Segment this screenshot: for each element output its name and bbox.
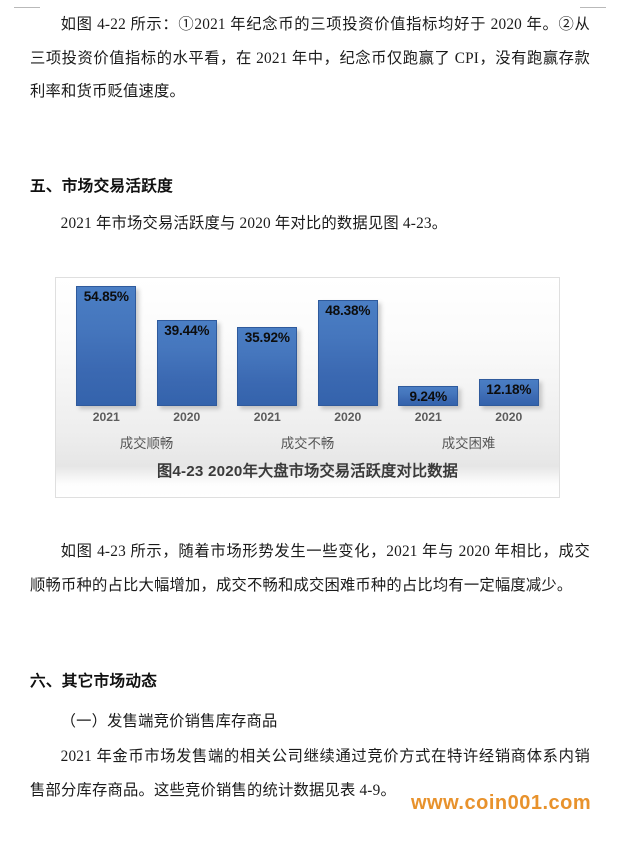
bar-2021-shunchang: 54.85% bbox=[76, 286, 137, 406]
bar-2021-kunnan: 9.24% bbox=[398, 386, 459, 406]
section5-lead-block: 2021 年市场交易活跃度与 2020 年对比的数据见图 4-23。 bbox=[30, 207, 590, 241]
margin-mark-top-left bbox=[14, 7, 40, 8]
axis-year-label: 2021 bbox=[253, 410, 281, 424]
bar-value-label: 39.44% bbox=[164, 323, 210, 338]
chart-bars: 54.85% 39.44% 35.92% bbox=[66, 284, 549, 406]
bar-value-label: 48.38% bbox=[325, 303, 371, 318]
bar-slot-3: 35.92% bbox=[230, 284, 304, 406]
section6-heading-block: 六、其它市场动态 bbox=[30, 665, 590, 699]
chart-plot-area: 54.85% 39.44% 35.92% bbox=[56, 278, 559, 406]
bar-slot-4: 48.38% bbox=[311, 284, 385, 406]
axis-group-label: 成交困难 bbox=[441, 436, 496, 451]
axis-year-label: 2021 bbox=[92, 410, 120, 424]
section6-lead-paragraph: 2021 年金币市场发售端的相关公司继续通过竞价方式在特许经销商体系内销售部分库… bbox=[30, 748, 590, 799]
figure-4-23: 54.85% 39.44% 35.92% bbox=[55, 277, 560, 498]
heading-subsection-1: （一）发售端竞价销售库存商品 bbox=[60, 713, 278, 730]
after-chart-paragraph: 如图 4-23 所示，随着市场形势发生一些变化，2021 年与 2020 年相比… bbox=[30, 543, 590, 594]
bar-value-label: 35.92% bbox=[244, 330, 290, 345]
axis-year-label: 2021 bbox=[414, 410, 442, 424]
bar-slot-1: 54.85% bbox=[69, 284, 143, 406]
axis-group-label: 成交顺畅 bbox=[119, 436, 174, 451]
bar-slot-5: 9.24% bbox=[391, 284, 465, 406]
heading-section-5: 五、市场交易活跃度 bbox=[30, 178, 174, 195]
section5-lead-paragraph: 2021 年市场交易活跃度与 2020 年对比的数据见图 4-23。 bbox=[60, 215, 448, 232]
bar-slot-2: 39.44% bbox=[150, 284, 224, 406]
chart-axis-year-labels: 2021 2020 2021 2020 2021 2020 bbox=[66, 406, 549, 428]
chart-caption: 图4-23 2020年大盘市场交易活跃度对比数据 bbox=[156, 463, 458, 480]
bar-slot-6: 12.18% bbox=[472, 284, 546, 406]
heading-section-6: 六、其它市场动态 bbox=[30, 673, 158, 690]
bar-2021-buchang: 35.92% bbox=[237, 327, 298, 406]
bar-value-label: 9.24% bbox=[409, 389, 448, 404]
bar-value-label: 12.18% bbox=[486, 382, 532, 397]
bar-2020-buchang: 48.38% bbox=[317, 300, 378, 406]
bar-2020-kunnan: 12.18% bbox=[478, 379, 539, 406]
axis-year-label: 2020 bbox=[495, 410, 523, 424]
intro-paragraph: 如图 4-22 所示：①2021 年纪念币的三项投资价值指标均好于 2020 年… bbox=[30, 16, 590, 100]
section5-heading-block: 五、市场交易活跃度 bbox=[30, 170, 590, 204]
section6-lead-block: 2021 年金币市场发售端的相关公司继续通过竞价方式在特许经销商体系内销售部分库… bbox=[30, 740, 590, 807]
bar-value-label: 54.85% bbox=[83, 289, 129, 304]
bar-2020-shunchang: 39.44% bbox=[156, 320, 217, 406]
chart-card: 54.85% 39.44% 35.92% bbox=[55, 277, 560, 498]
margin-mark-top-right bbox=[580, 7, 606, 8]
after-chart-block: 如图 4-23 所示，随着市场形势发生一些变化，2021 年与 2020 年相比… bbox=[30, 535, 590, 602]
chart-axis-group-labels: 成交顺畅 成交不畅 成交困难 bbox=[66, 430, 549, 454]
axis-year-label: 2020 bbox=[334, 410, 362, 424]
intro-paragraph-block: 如图 4-22 所示：①2021 年纪念币的三项投资价值指标均好于 2020 年… bbox=[30, 8, 590, 109]
axis-group-label: 成交不畅 bbox=[280, 436, 335, 451]
axis-year-label: 2020 bbox=[173, 410, 201, 424]
subsection1-heading-block: （一）发售端竞价销售库存商品 bbox=[30, 705, 590, 739]
